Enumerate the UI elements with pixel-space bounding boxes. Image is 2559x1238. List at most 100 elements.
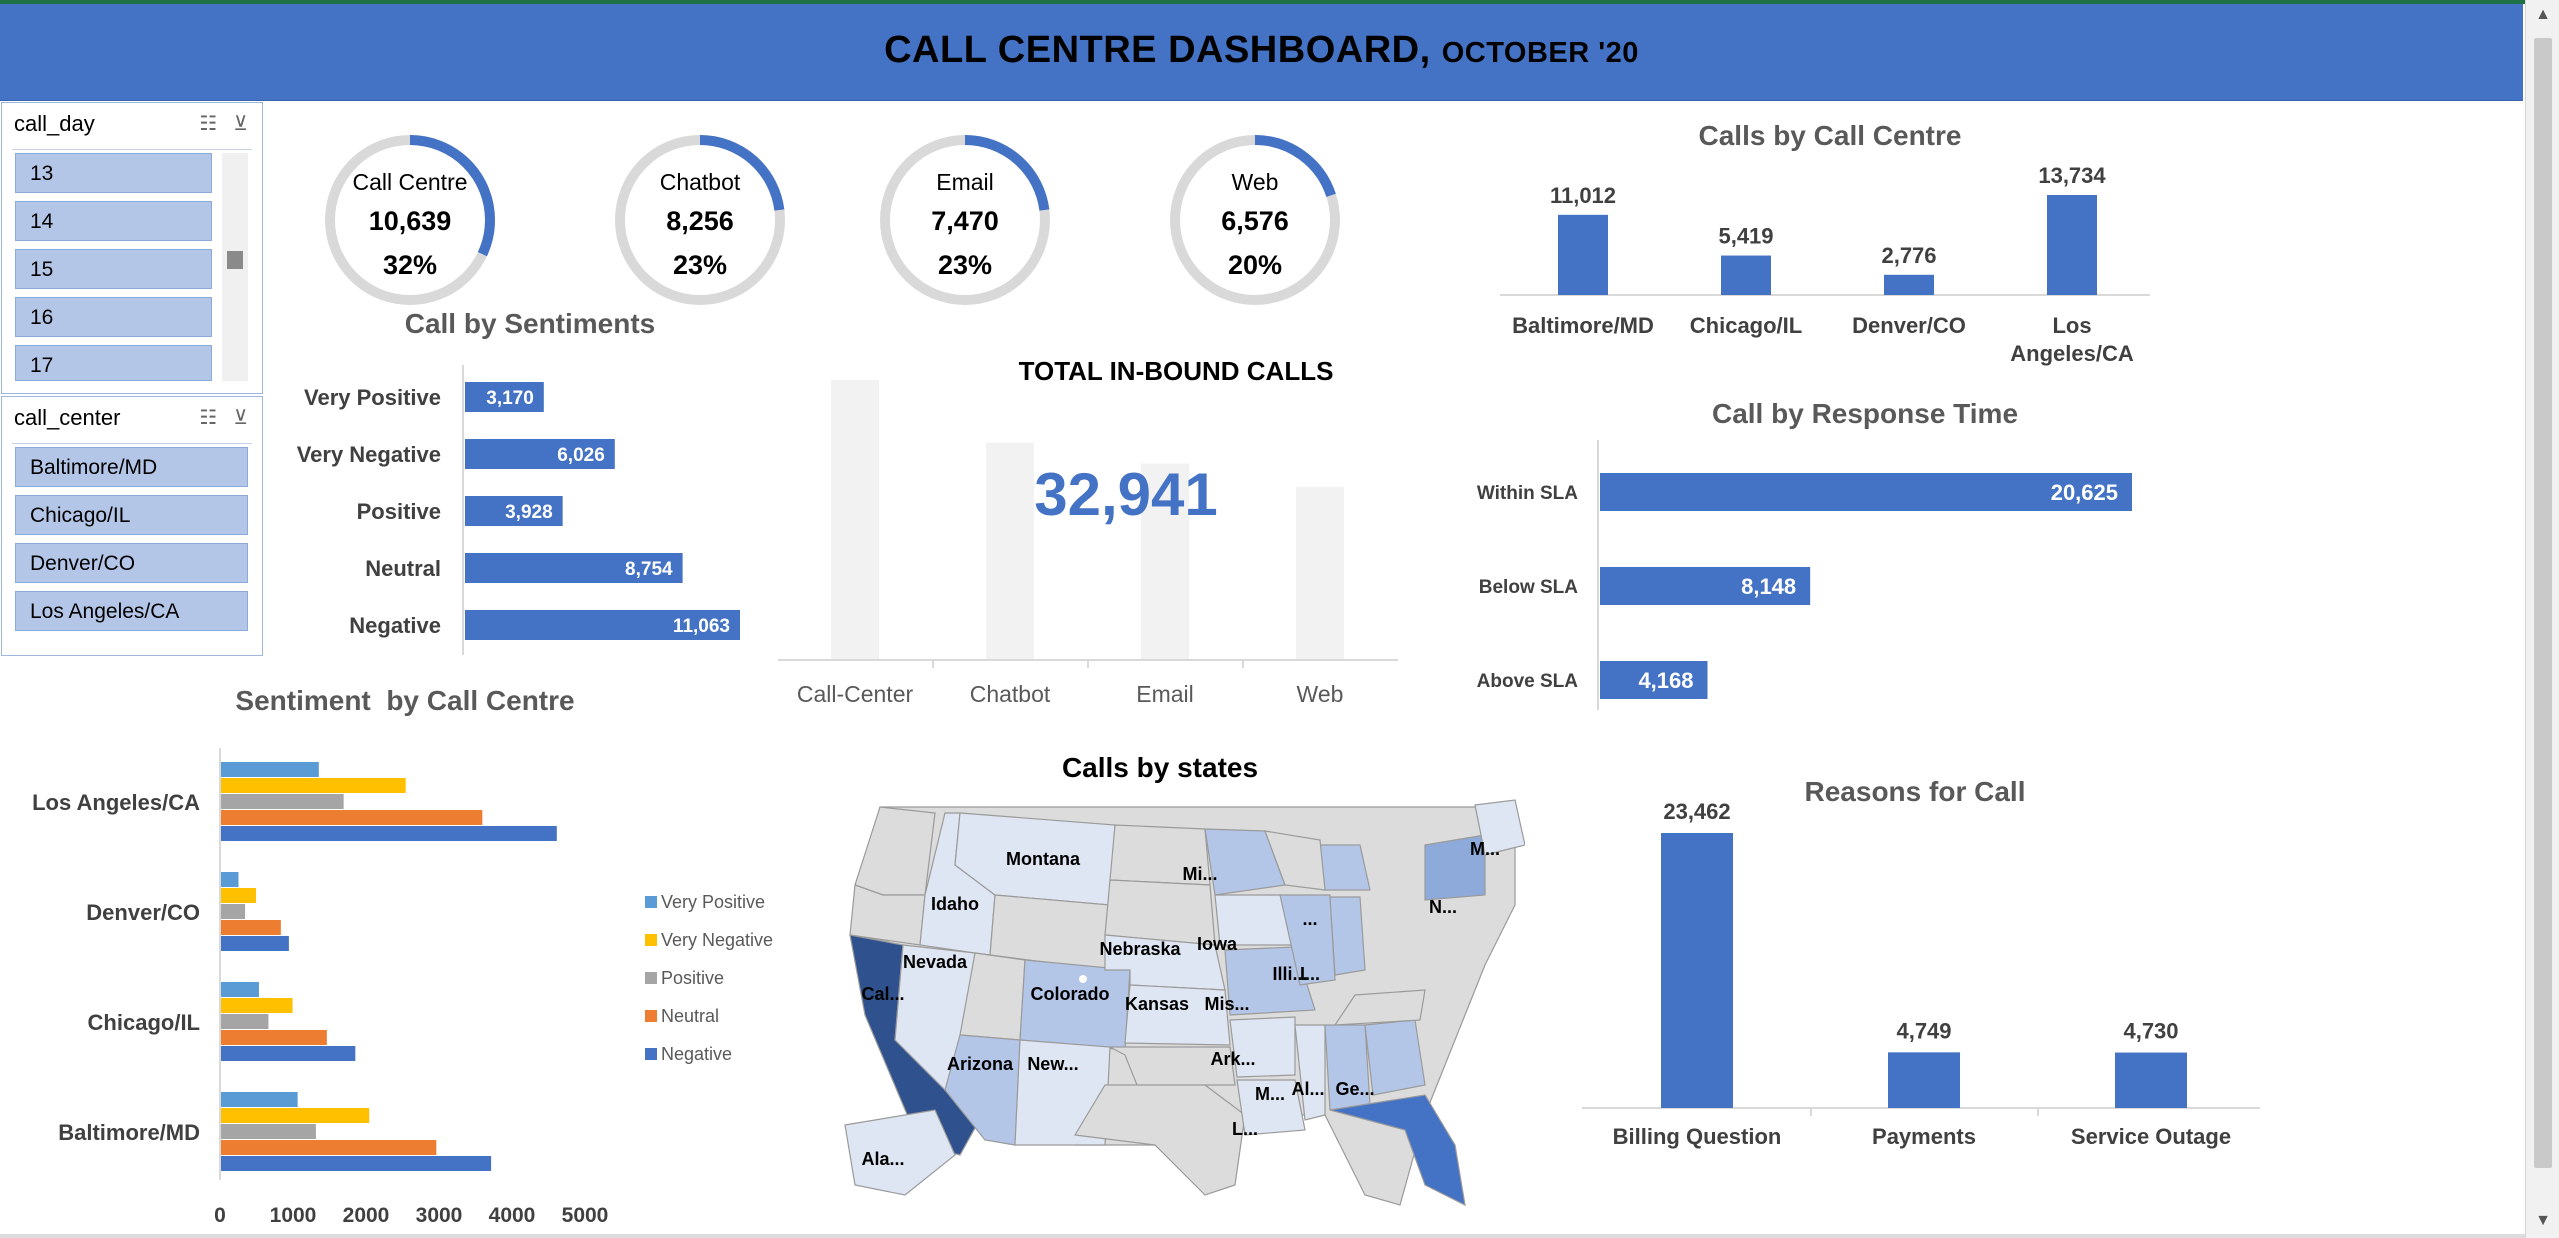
slicer-item[interactable]: 16 (15, 297, 212, 337)
bar (221, 982, 259, 997)
total-value: 32,941 (1034, 461, 1218, 528)
multi-select-icon[interactable]: ☷ (199, 113, 218, 135)
state-alaska[interactable] (844, 1109, 956, 1196)
state-new-york[interactable] (1424, 834, 1486, 901)
state-label: Arizona (947, 1054, 1014, 1074)
legend-swatch (645, 1010, 657, 1022)
slicer-item[interactable]: 15 (15, 249, 212, 289)
state-tennessee[interactable] (1333, 989, 1426, 1026)
slicer-item[interactable]: 17 (15, 345, 212, 381)
slicer-item[interactable]: Denver/CO (15, 543, 248, 583)
state-florida[interactable] (1329, 1094, 1466, 1207)
slicer-item[interactable]: Los Angeles/CA (15, 591, 248, 631)
slicer-scrollbar[interactable] (222, 153, 248, 381)
bar (221, 1092, 298, 1107)
y-tick-label: Denver/CO (86, 900, 200, 925)
bar (1888, 1052, 1960, 1108)
state-label: Illi... (1272, 964, 1307, 984)
x-tick-label: Billing Question (1613, 1124, 1782, 1149)
legend-label: Positive (661, 968, 724, 988)
top-border (0, 0, 2559, 4)
state-arkansas[interactable] (1229, 1016, 1296, 1078)
bar (221, 904, 246, 919)
state-wisconsin[interactable] (1264, 830, 1326, 891)
scroll-down-icon[interactable]: ▼ (2535, 1212, 2551, 1229)
scrollbar-thumb[interactable] (2534, 38, 2552, 1168)
vertical-scrollbar[interactable]: ▲ ▼ (2525, 0, 2559, 1238)
dashboard-title: CALL CENTRE DASHBOARD, OCTOBER '20 (884, 29, 1639, 71)
state-label: Ge... (1335, 1079, 1374, 1099)
kpi-value: 8,256 (666, 206, 734, 236)
bar (465, 382, 544, 412)
state-kansas[interactable] (1124, 984, 1231, 1046)
multi-select-icon[interactable]: ☷ (199, 407, 218, 429)
bar (221, 1156, 492, 1171)
slicer-call-center[interactable]: call_center ☷ ⊻ Baltimore/MD Chicago/IL D… (1, 396, 263, 656)
bar (2047, 195, 2097, 295)
bar (465, 553, 683, 583)
donut-arc (1170, 135, 1340, 305)
us-states-map[interactable]: Montana Idaho Nevada Cal... Arizona New... Col… (825, 785, 1525, 1225)
chart-total-inbound: Call-Center Chatbot Email Web TOTAL IN-BOUND… (778, 356, 1398, 707)
state-illinois[interactable] (1279, 894, 1336, 986)
data-label: 3,170 (486, 388, 534, 409)
state-label: L... (1232, 1119, 1258, 1139)
state-maine[interactable] (1474, 799, 1525, 856)
bar (221, 888, 257, 903)
bar (465, 439, 615, 469)
state-missouri[interactable] (1224, 946, 1316, 1016)
slicer-call-day[interactable]: call_day ☷ ⊻ 13 14 15 16 17 (1, 102, 263, 394)
kpi-label: Email (936, 169, 994, 195)
bar (1884, 274, 1934, 295)
bar (221, 872, 239, 887)
state-texas[interactable] (1074, 1084, 1246, 1196)
x-tick-label: Email (1136, 681, 1194, 707)
bar (2115, 1052, 2187, 1108)
data-label: 6,026 (557, 445, 605, 466)
clear-filter-icon[interactable]: ⊻ (233, 407, 248, 429)
bar (221, 762, 319, 777)
state-louisiana[interactable] (1236, 1079, 1306, 1136)
dashboard-header: CALL CENTRE DASHBOARD, OCTOBER '20 (0, 4, 2523, 101)
clear-filter-icon[interactable]: ⊻ (233, 113, 248, 135)
slicer-item[interactable]: 13 (15, 153, 212, 193)
slicer-item[interactable]: 14 (15, 201, 212, 241)
state-label: ... (1302, 909, 1317, 929)
data-label: 20,625 (2051, 480, 2118, 505)
state-label: Nevada (903, 952, 968, 972)
state-label: New... (1027, 1054, 1078, 1074)
bar (1721, 255, 1771, 295)
legend-label: Negative (661, 1044, 732, 1064)
legend-swatch (645, 1048, 657, 1060)
bar (1600, 661, 1708, 699)
kpi-value: 6,576 (1221, 206, 1289, 236)
chart-calls-by-centre: 11,012 Baltimore/MD 5,419 Chicago/IL 2,776 De… (1500, 163, 2150, 366)
legend-swatch (645, 972, 657, 984)
x-tick-label: 2000 (343, 1204, 390, 1227)
state-indiana[interactable] (1329, 896, 1366, 976)
kpi-value: 10,639 (369, 206, 452, 236)
y-tick-label: Positive (357, 499, 441, 524)
x-tick-label: Web (1297, 681, 1344, 707)
scroll-up-icon[interactable]: ▲ (2535, 6, 2551, 23)
chart-title-sentiment-centre: Sentiment by Call Centre (235, 685, 575, 716)
chart-reasons: 23,462 Billing Question 4,749 Payments 4,730… (1582, 799, 2260, 1149)
data-label: 8,754 (625, 559, 673, 580)
state-colorado[interactable] (1019, 959, 1131, 1051)
bar (221, 1108, 370, 1123)
state-mississippi[interactable] (1294, 1024, 1326, 1121)
slicer-item[interactable]: Chicago/IL (15, 495, 248, 535)
chart-title: TOTAL IN-BOUND CALLS (1019, 356, 1334, 386)
data-label: 11,063 (673, 616, 730, 637)
bar (986, 442, 1034, 660)
y-tick-label: Chicago/IL (88, 1010, 200, 1035)
y-tick-label: Baltimore/MD (58, 1120, 200, 1145)
bar (221, 1030, 327, 1045)
state-arizona[interactable] (944, 1034, 1021, 1146)
kpi-value: 7,470 (931, 206, 999, 236)
kpi-percent: 32% (383, 250, 437, 280)
chart-sentiment-by-centre: Los Angeles/CA Denver/CO Chicago/IL Baltimo… (32, 748, 773, 1227)
state-washington[interactable] (854, 806, 936, 896)
y-tick-label: Below SLA (1479, 577, 1579, 598)
slicer-item[interactable]: Baltimore/MD (15, 447, 248, 487)
